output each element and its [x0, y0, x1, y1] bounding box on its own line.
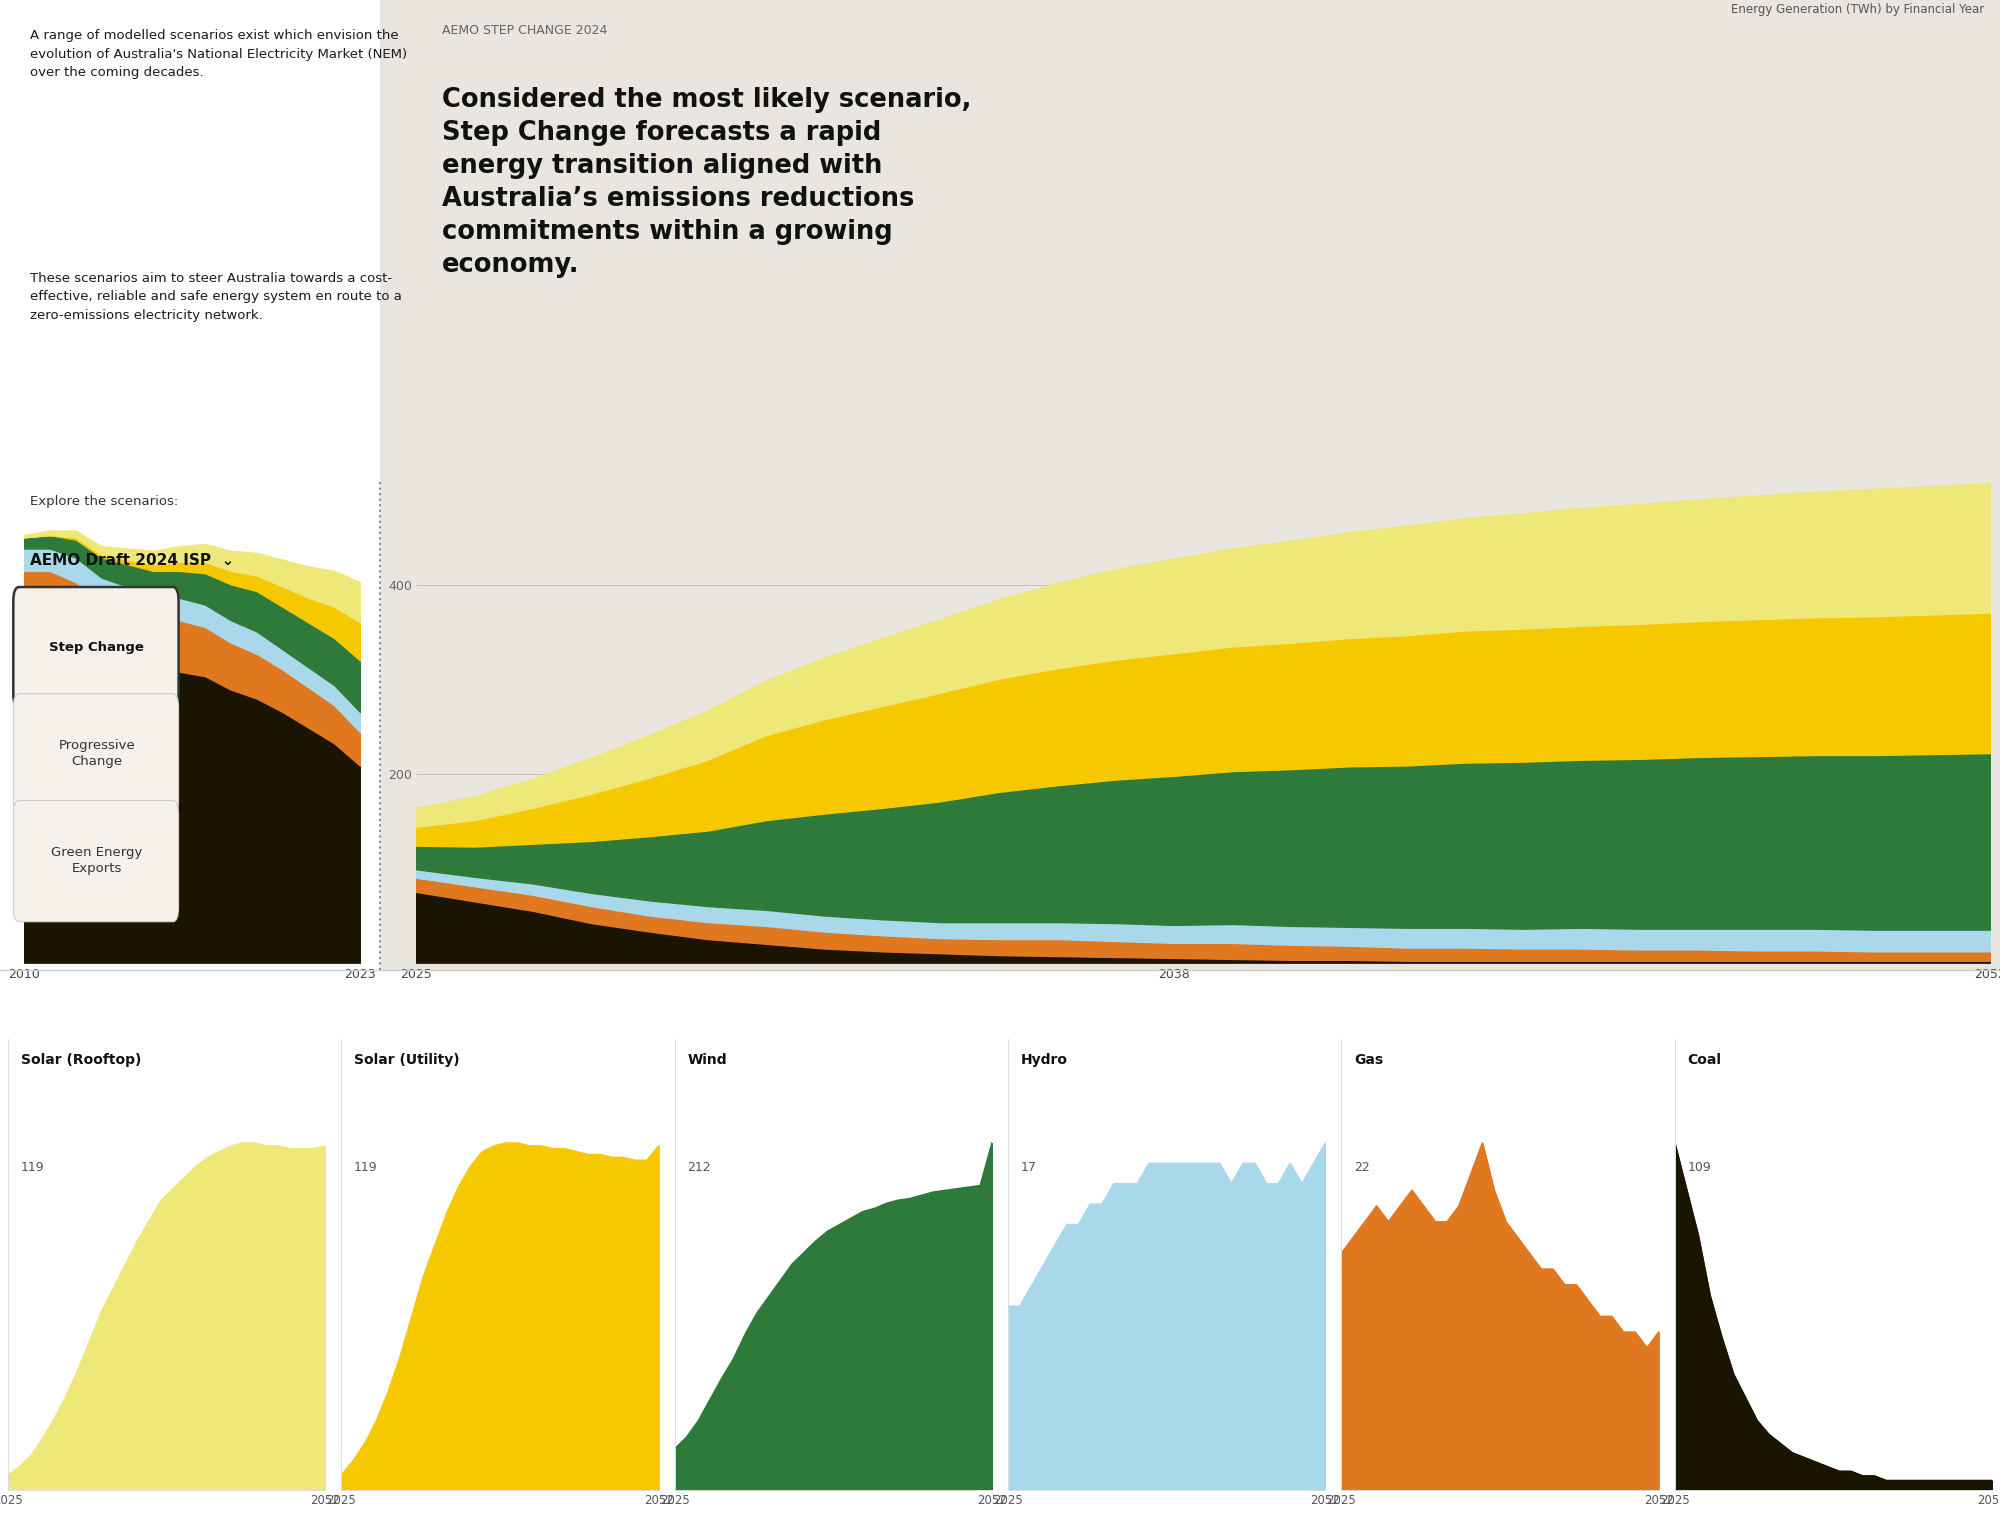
- Text: Energy Generation (TWh) by Financial Year: Energy Generation (TWh) by Financial Yea…: [1730, 3, 1984, 17]
- FancyBboxPatch shape: [14, 694, 178, 814]
- Text: 109: 109: [1688, 1161, 1712, 1174]
- Text: Green Energy
Exports: Green Energy Exports: [52, 847, 142, 876]
- FancyBboxPatch shape: [14, 587, 178, 709]
- FancyBboxPatch shape: [14, 801, 178, 921]
- Text: 22: 22: [1354, 1161, 1370, 1174]
- Text: Explore the scenarios:: Explore the scenarios:: [30, 495, 178, 507]
- Text: Solar (Rooftop): Solar (Rooftop): [20, 1053, 142, 1067]
- Text: Progressive
Change: Progressive Change: [58, 740, 136, 769]
- Text: 119: 119: [20, 1161, 44, 1174]
- Text: Considered the most likely scenario,
Step Change forecasts a rapid
energy transi: Considered the most likely scenario, Ste…: [442, 87, 970, 278]
- Text: These scenarios aim to steer Australia towards a cost-
effective, reliable and s: These scenarios aim to steer Australia t…: [30, 272, 402, 322]
- Text: Step Change: Step Change: [50, 640, 144, 654]
- Text: Hydro: Hydro: [1020, 1053, 1068, 1067]
- Text: AEMO STEP CHANGE 2024: AEMO STEP CHANGE 2024: [442, 24, 606, 37]
- Text: Gas: Gas: [1354, 1053, 1384, 1067]
- Text: 17: 17: [1020, 1161, 1036, 1174]
- Text: Coal: Coal: [1688, 1053, 1722, 1067]
- Text: 212: 212: [688, 1161, 710, 1174]
- Text: 119: 119: [354, 1161, 378, 1174]
- Text: Solar (Utility): Solar (Utility): [354, 1053, 460, 1067]
- Text: A range of modelled scenarios exist which envision the
evolution of Australia's : A range of modelled scenarios exist whic…: [30, 29, 408, 79]
- Text: Wind: Wind: [688, 1053, 726, 1067]
- Text: AEMO Draft 2024 ISP  ⌄: AEMO Draft 2024 ISP ⌄: [30, 553, 234, 568]
